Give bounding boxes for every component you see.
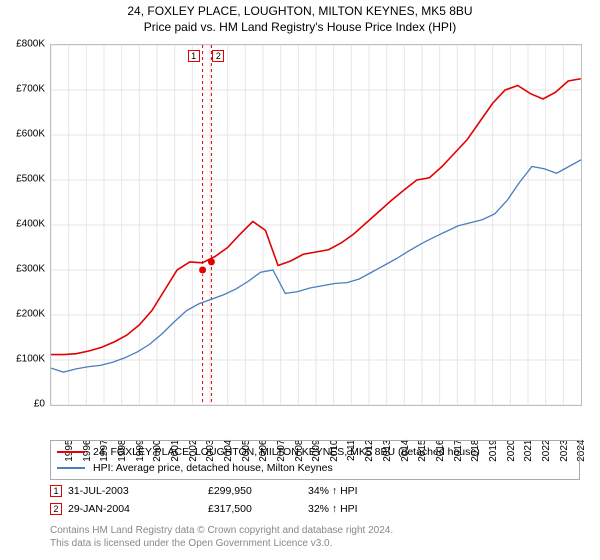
- y-tick-label: £100K: [16, 354, 45, 365]
- y-tick-label: £800K: [16, 39, 45, 50]
- event-date: 31-JUL-2003: [68, 485, 208, 497]
- events-table: 1 31-JUL-2003 £299,950 34% ↑ HPI 2 29-JA…: [50, 482, 580, 518]
- y-tick-label: £500K: [16, 174, 45, 185]
- y-tick-label: £700K: [16, 84, 45, 95]
- event-row: 2 29-JAN-2004 £317,500 32% ↑ HPI: [50, 500, 580, 518]
- chart-event-marker: 2: [212, 50, 224, 62]
- legend-item: 24, FOXLEY PLACE, LOUGHTON, MILTON KEYNE…: [57, 444, 573, 460]
- legend: 24, FOXLEY PLACE, LOUGHTON, MILTON KEYNE…: [50, 440, 580, 480]
- legend-label: HPI: Average price, detached house, Milt…: [93, 462, 333, 474]
- event-price: £299,950: [208, 485, 308, 497]
- legend-label: 24, FOXLEY PLACE, LOUGHTON, MILTON KEYNE…: [93, 446, 480, 458]
- footer-line: Contains HM Land Registry data © Crown c…: [50, 524, 393, 537]
- y-tick-label: £600K: [16, 129, 45, 140]
- chart-title-block: 24, FOXLEY PLACE, LOUGHTON, MILTON KEYNE…: [0, 0, 600, 34]
- chart-subtitle: Price paid vs. HM Land Registry's House …: [0, 20, 600, 34]
- legend-swatch: [57, 451, 85, 453]
- event-price: £317,500: [208, 503, 308, 515]
- event-marker-icon: 2: [50, 503, 62, 515]
- event-row: 1 31-JUL-2003 £299,950 34% ↑ HPI: [50, 482, 580, 500]
- chart-plot-area: [50, 44, 582, 406]
- footer: Contains HM Land Registry data © Crown c…: [50, 524, 393, 550]
- y-tick-label: £300K: [16, 264, 45, 275]
- footer-line: This data is licensed under the Open Gov…: [50, 537, 393, 550]
- y-tick-label: £200K: [16, 309, 45, 320]
- chart-event-marker: 1: [188, 50, 200, 62]
- y-tick-label: £400K: [16, 219, 45, 230]
- event-marker-icon: 1: [50, 485, 62, 497]
- event-date: 29-JAN-2004: [68, 503, 208, 515]
- y-tick-label: £0: [34, 399, 45, 410]
- event-desc: 34% ↑ HPI: [308, 485, 358, 497]
- chart-svg: [51, 45, 581, 405]
- legend-swatch: [57, 467, 85, 469]
- chart-title: 24, FOXLEY PLACE, LOUGHTON, MILTON KEYNE…: [0, 4, 600, 18]
- event-desc: 32% ↑ HPI: [308, 503, 358, 515]
- legend-item: HPI: Average price, detached house, Milt…: [57, 460, 573, 476]
